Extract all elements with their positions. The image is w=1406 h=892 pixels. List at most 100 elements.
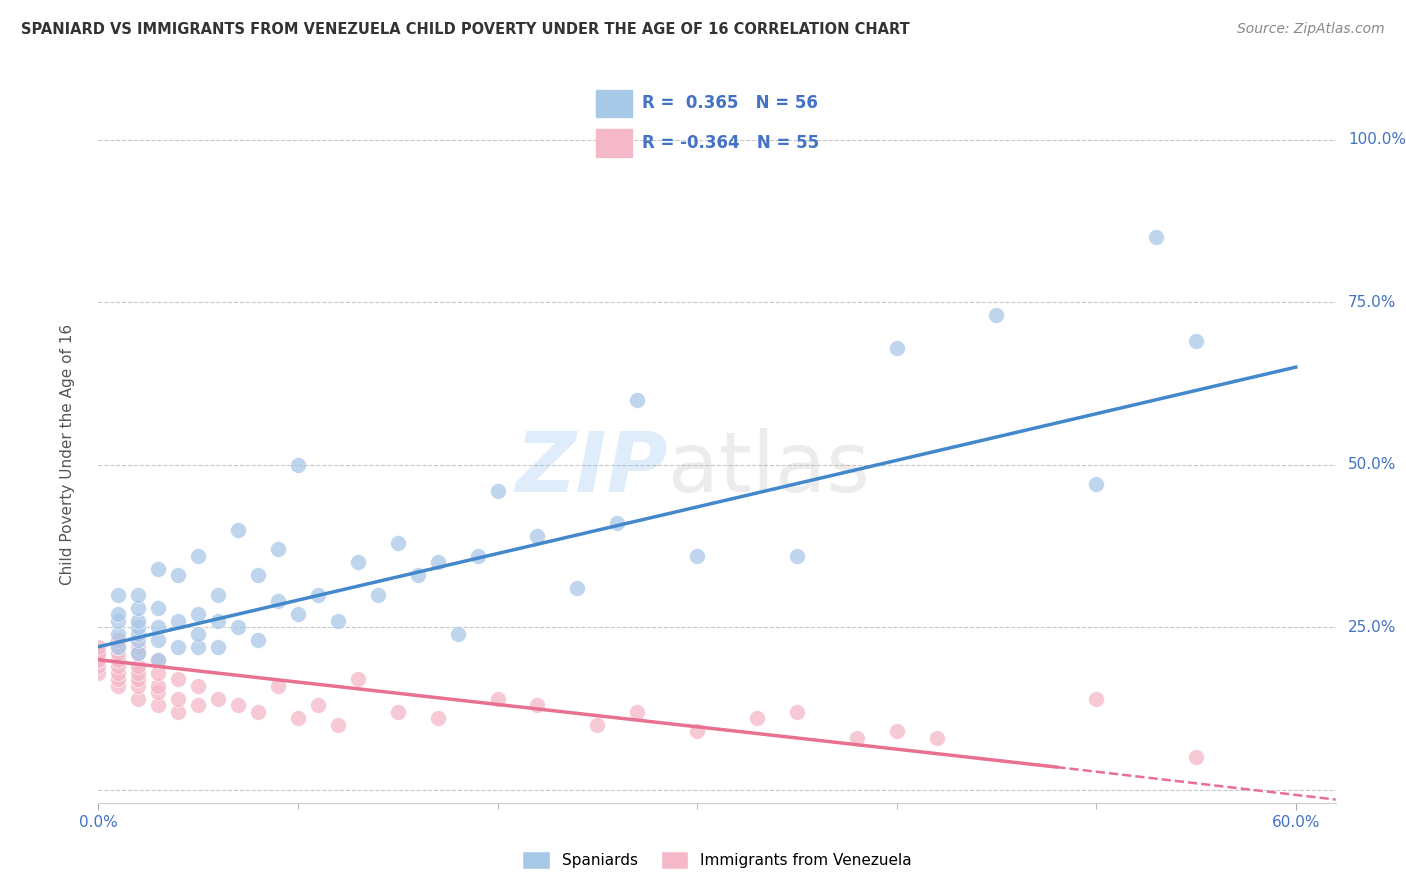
Point — [486, 483, 509, 498]
Point — [87, 646, 110, 660]
Point — [347, 555, 370, 569]
Point — [127, 646, 149, 660]
Point — [1085, 477, 1108, 491]
Point — [107, 672, 129, 686]
Point — [307, 698, 329, 713]
Point — [127, 665, 149, 680]
Point — [406, 568, 429, 582]
Point — [226, 698, 249, 713]
Point — [107, 607, 129, 622]
Point — [247, 568, 270, 582]
Point — [267, 679, 290, 693]
Point — [287, 711, 309, 725]
Point — [347, 672, 370, 686]
Point — [87, 665, 110, 680]
Point — [167, 705, 190, 719]
Point — [148, 665, 170, 680]
Point — [107, 626, 129, 640]
Point — [845, 731, 868, 745]
Point — [148, 633, 170, 648]
Text: 25.0%: 25.0% — [1348, 620, 1396, 635]
Point — [148, 600, 170, 615]
Point — [886, 341, 908, 355]
Point — [686, 549, 709, 563]
Point — [87, 646, 110, 660]
Point — [187, 626, 209, 640]
Point — [307, 588, 329, 602]
Point — [1185, 334, 1208, 348]
Point — [127, 626, 149, 640]
Point — [886, 724, 908, 739]
Point — [187, 549, 209, 563]
Point — [626, 705, 648, 719]
Point — [107, 588, 129, 602]
Point — [127, 679, 149, 693]
Point — [925, 731, 948, 745]
Point — [127, 672, 149, 686]
Point — [148, 562, 170, 576]
Point — [367, 588, 389, 602]
Point — [127, 588, 149, 602]
Point — [187, 607, 209, 622]
Text: R = -0.364   N = 55: R = -0.364 N = 55 — [641, 134, 818, 152]
Point — [786, 549, 808, 563]
Point — [486, 691, 509, 706]
Text: ZIP: ZIP — [515, 428, 668, 509]
Point — [526, 529, 548, 543]
Text: 100.0%: 100.0% — [1348, 132, 1406, 147]
Text: SPANIARD VS IMMIGRANTS FROM VENEZUELA CHILD POVERTY UNDER THE AGE OF 16 CORRELAT: SPANIARD VS IMMIGRANTS FROM VENEZUELA CH… — [21, 22, 910, 37]
Text: 50.0%: 50.0% — [1348, 458, 1396, 472]
Point — [127, 600, 149, 615]
Point — [267, 542, 290, 557]
Point — [606, 516, 628, 531]
Point — [107, 614, 129, 628]
Point — [226, 620, 249, 634]
Point — [467, 549, 489, 563]
Point — [107, 653, 129, 667]
Point — [686, 724, 709, 739]
Point — [986, 308, 1008, 322]
Point — [626, 392, 648, 407]
Point — [247, 705, 270, 719]
Point — [107, 679, 129, 693]
Point — [107, 640, 129, 654]
Point — [167, 640, 190, 654]
Bar — [596, 89, 633, 117]
Point — [267, 594, 290, 608]
Point — [107, 633, 129, 648]
Point — [87, 653, 110, 667]
Point — [148, 685, 170, 699]
Point — [148, 653, 170, 667]
Point — [127, 614, 149, 628]
Point — [127, 640, 149, 654]
Point — [207, 691, 229, 706]
Point — [187, 698, 209, 713]
Point — [287, 458, 309, 472]
Point — [287, 607, 309, 622]
Point — [107, 633, 129, 648]
Point — [107, 640, 129, 654]
Point — [1185, 750, 1208, 764]
Point — [167, 614, 190, 628]
Point — [187, 679, 209, 693]
Point — [226, 523, 249, 537]
Point — [387, 705, 409, 719]
Point — [526, 698, 548, 713]
Point — [745, 711, 768, 725]
Point — [87, 659, 110, 673]
Point — [107, 659, 129, 673]
Point — [426, 711, 449, 725]
Point — [387, 535, 409, 549]
Point — [1085, 691, 1108, 706]
Point — [148, 679, 170, 693]
Text: Source: ZipAtlas.com: Source: ZipAtlas.com — [1237, 22, 1385, 37]
Point — [148, 653, 170, 667]
Bar — [596, 129, 633, 157]
Point — [446, 626, 468, 640]
Point — [326, 718, 349, 732]
Point — [167, 691, 190, 706]
Point — [167, 672, 190, 686]
Point — [187, 640, 209, 654]
Point — [786, 705, 808, 719]
Point — [148, 698, 170, 713]
